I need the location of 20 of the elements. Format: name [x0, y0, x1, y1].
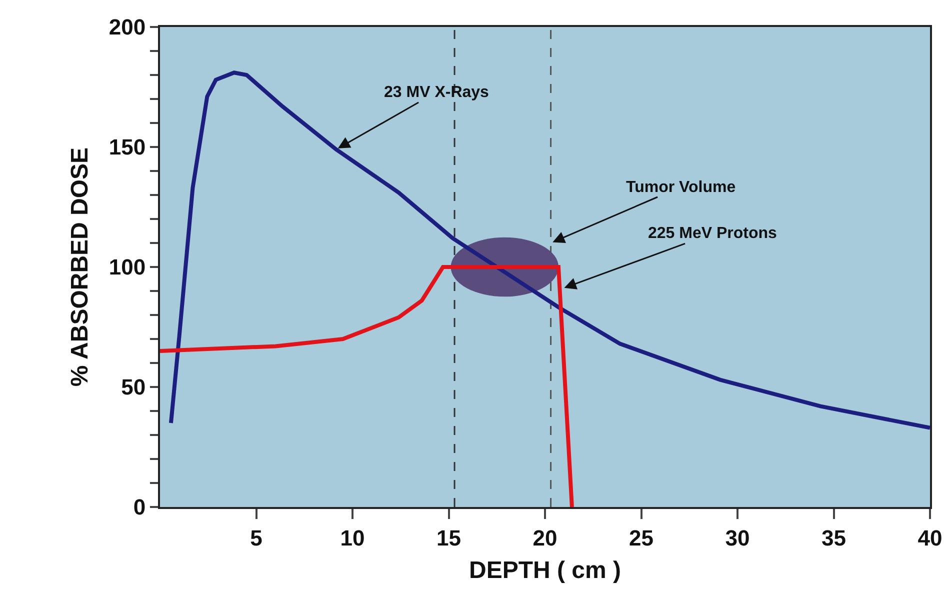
y-tick-label: 0: [133, 494, 146, 520]
annotation: 23 MV X-Rays: [384, 84, 490, 101]
annotation: Tumor Volume: [626, 179, 736, 196]
x-tick-label: 40: [918, 525, 942, 550]
x-tick-label: 5: [250, 525, 262, 550]
x-tick-label: 10: [340, 525, 365, 550]
x-tick-label: 15: [436, 525, 461, 550]
x-tick-label: 30: [725, 525, 750, 550]
y-tick-label: 100: [108, 254, 146, 280]
x-tick-label: 20: [532, 525, 558, 550]
annotation: 225 MeV Protons: [648, 225, 778, 242]
line-series: [160, 265, 574, 507]
x-axis-title: DEPTH ( cm ): [468, 557, 622, 584]
x-tick-label: 35: [822, 525, 846, 550]
x-tick-label: 25: [629, 525, 654, 550]
y-tick-label: 200: [108, 14, 146, 40]
line-series: [168, 70, 930, 430]
y-tick-label: 150: [108, 134, 146, 160]
y-axis-title: % ABSORBED DOSE: [66, 147, 94, 387]
y-tick-label: 50: [121, 374, 146, 400]
